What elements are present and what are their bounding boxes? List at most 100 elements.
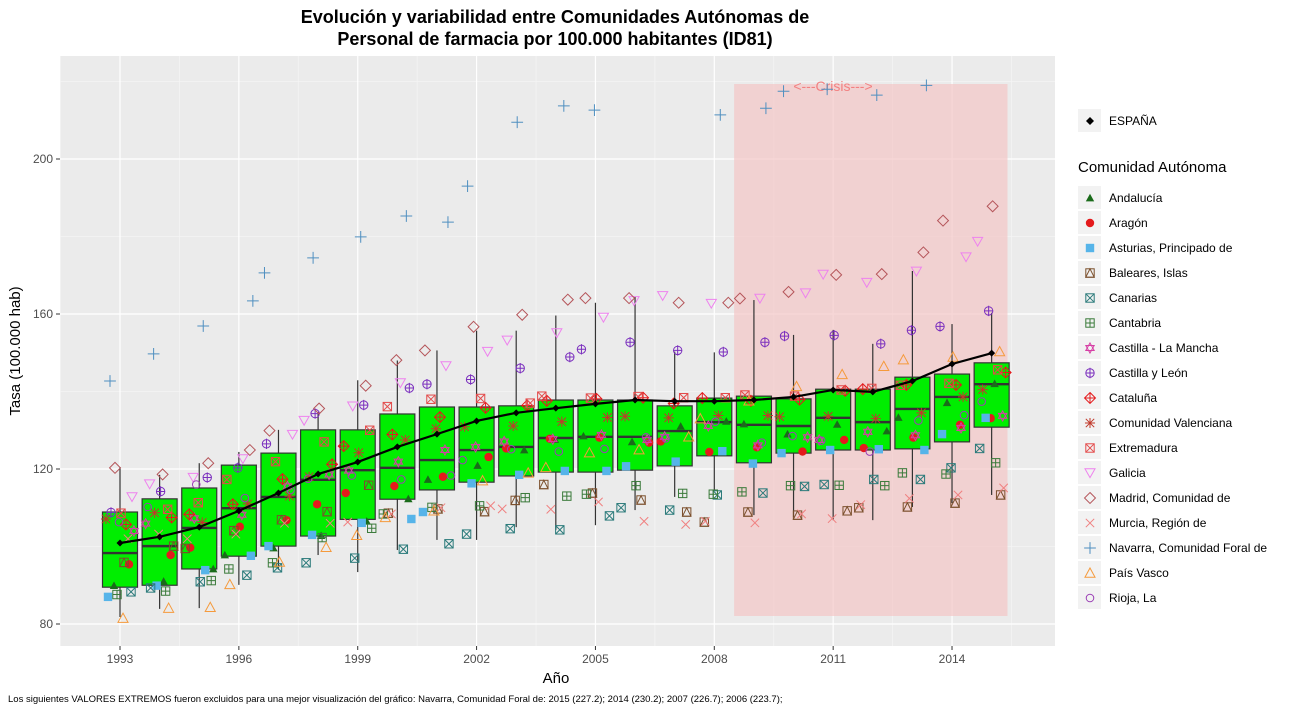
point-asturias	[467, 479, 476, 488]
legend-shape-icon	[1084, 341, 1095, 354]
circle-icon	[390, 481, 399, 491]
triangle-icon	[802, 431, 813, 441]
legend-shape-icon	[1084, 517, 1095, 528]
plus-icon	[521, 493, 530, 502]
point-catalu-a	[337, 439, 350, 453]
point-castilla-y-le-n	[876, 338, 886, 350]
x-axis: 1993 1996 1999 2002 2005 2008 2011 2014	[107, 646, 966, 666]
point-comunidad-valenciana	[663, 412, 674, 423]
plus-icon	[466, 374, 475, 385]
plus-icon	[898, 468, 907, 478]
triangle-icon	[1084, 267, 1095, 278]
point-madrid	[390, 353, 403, 367]
legend-item: Navarra, Comunidad Foral de	[1078, 535, 1298, 560]
plus-icon	[1083, 541, 1096, 554]
point-canarias	[461, 529, 472, 539]
point-castilla-y-le-n	[760, 337, 770, 348]
point-pa-s-vasco	[682, 430, 695, 442]
asterisk-icon	[242, 498, 253, 509]
asterisk-icon	[713, 410, 724, 421]
espana-point	[710, 397, 718, 405]
x-icon	[999, 483, 1009, 493]
plus-icon	[780, 330, 789, 342]
legend-shape-icon	[1084, 292, 1095, 303]
square-icon	[758, 488, 768, 498]
espana-point	[274, 489, 282, 497]
point-galicia	[236, 454, 249, 465]
triangle-icon	[1084, 341, 1095, 351]
legend-item-espana: ESPAÑA	[1078, 108, 1298, 133]
point-castilla-y-le-n	[422, 378, 432, 390]
legend-label: ESPAÑA	[1109, 113, 1157, 128]
square-icon	[319, 437, 329, 447]
triangle-down-icon	[143, 479, 156, 490]
plus-icon	[900, 379, 912, 391]
plus-icon	[262, 438, 271, 450]
square-icon	[920, 445, 929, 455]
triangle-down-icon	[128, 527, 140, 538]
diamond-icon	[829, 268, 843, 282]
box-iqr	[300, 429, 337, 537]
point-baleares	[950, 497, 961, 508]
point-rioja	[914, 416, 923, 425]
triangle-down-icon	[817, 269, 830, 281]
triangle-down-icon	[236, 454, 249, 465]
x-icon	[944, 378, 954, 388]
diamond-icon	[359, 379, 372, 392]
plus-icon	[941, 469, 951, 479]
x-icon	[350, 553, 360, 563]
point-canarias	[869, 474, 879, 485]
espana-point	[393, 443, 401, 451]
triangle-down-icon	[481, 346, 494, 358]
x-icon	[616, 503, 626, 513]
square-icon	[193, 498, 203, 508]
plus-icon	[516, 363, 525, 374]
circle-icon	[240, 493, 250, 503]
point-cantabria	[317, 532, 327, 543]
point-galicia	[597, 312, 610, 324]
point-castilla-la-mancha	[140, 517, 151, 530]
point-rioja	[303, 474, 313, 483]
point-galicia	[971, 236, 984, 248]
x-icon	[476, 393, 486, 404]
plus-icon	[821, 83, 834, 96]
triangle-down-icon	[799, 288, 812, 299]
triangle-icon	[439, 443, 451, 454]
point-canarias	[195, 577, 205, 587]
x-icon	[343, 517, 353, 527]
circle-icon	[977, 397, 986, 406]
square-icon	[505, 523, 515, 534]
triangle-down-icon	[955, 424, 967, 434]
diamond-icon	[917, 246, 930, 259]
plus-icon	[224, 564, 234, 574]
plot-area: <---Crisis---> 80 120 160 200 1993 1996 1999 2…	[7, 56, 1055, 687]
triangle-down-icon	[394, 378, 407, 389]
legend-symbol-icon	[1083, 541, 1096, 554]
legend-item: Cantabria	[1078, 310, 1298, 335]
plus-icon	[183, 508, 195, 520]
triangle-icon	[842, 505, 853, 516]
boxplot-2009	[735, 300, 773, 516]
x-icon	[953, 490, 963, 500]
plus-icon	[709, 489, 718, 499]
x-icon	[126, 587, 136, 597]
legend-shape-icon	[1083, 541, 1096, 554]
triangle-icon	[363, 479, 374, 490]
square-icon	[525, 398, 535, 408]
point-asturias	[515, 470, 524, 480]
point-galicia	[346, 401, 359, 412]
point-pa-s-vasco	[350, 529, 363, 540]
point-asturias	[560, 466, 570, 476]
plus-icon	[786, 481, 795, 490]
x-icon	[700, 516, 710, 526]
y-axis: 80 120 160 200	[33, 152, 60, 631]
square-icon	[246, 551, 256, 560]
point-comunidad-valenciana	[149, 507, 160, 518]
point-castilla-la-mancha	[393, 455, 404, 468]
point-extremadura	[116, 508, 126, 518]
point-pa-s-vasco	[694, 412, 707, 424]
square-icon	[944, 378, 954, 389]
legend-shape-icon	[1083, 391, 1096, 404]
point-canarias	[145, 583, 156, 593]
point-andaluc-a	[882, 426, 891, 435]
